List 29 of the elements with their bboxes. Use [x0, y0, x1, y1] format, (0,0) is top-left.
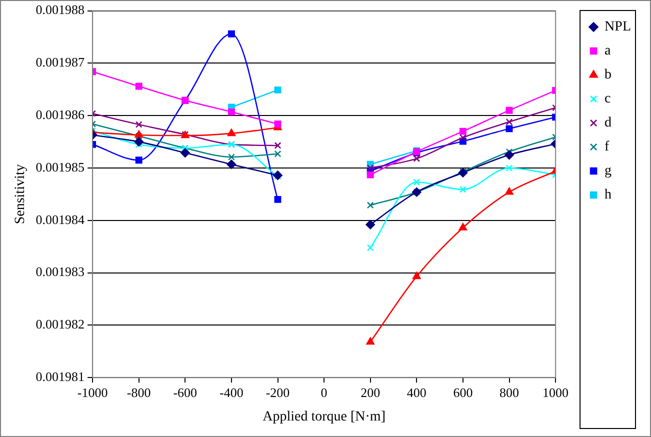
x-tick-label: -1000 [77, 384, 108, 400]
y-tick-label: 0.001987 [36, 54, 86, 70]
y-axis-title: Sensitivity [13, 164, 28, 224]
y-tick-label: 0.001984 [36, 212, 86, 227]
legend-label: a [604, 44, 612, 59]
x-tick-label: -200 [266, 384, 290, 400]
legend-label: f [604, 140, 610, 155]
x-tick-label: 800 [500, 384, 519, 400]
y-tick-label: 0.001983 [36, 264, 85, 280]
x-tick-label: 200 [360, 384, 380, 400]
x-axis-title: Applied torque [N·m] [262, 409, 386, 424]
x-tick-label: 600 [453, 384, 473, 400]
y-tick-label: 0.001986 [36, 107, 86, 122]
y-tick-label: 0.001988 [36, 2, 85, 18]
x-tick-label: -800 [126, 384, 151, 400]
x-tick-label: 400 [406, 384, 426, 400]
x-tick-label: -600 [173, 384, 198, 400]
legend-label: NPL [604, 20, 632, 35]
legend-label: d [604, 116, 612, 131]
legend-label: b [604, 68, 612, 83]
legend-label: c [604, 92, 611, 107]
legend-label: g [604, 164, 612, 179]
x-tick-label: 0 [320, 384, 328, 400]
x-tick-label: -400 [220, 384, 244, 400]
legend-label: h [604, 188, 612, 203]
y-tick-label: 0.001982 [36, 316, 85, 332]
y-tick-label: 0.001985 [36, 159, 85, 174]
y-tick-label: 0.001981 [36, 369, 85, 384]
x-tick-label: 1000 [542, 384, 569, 400]
